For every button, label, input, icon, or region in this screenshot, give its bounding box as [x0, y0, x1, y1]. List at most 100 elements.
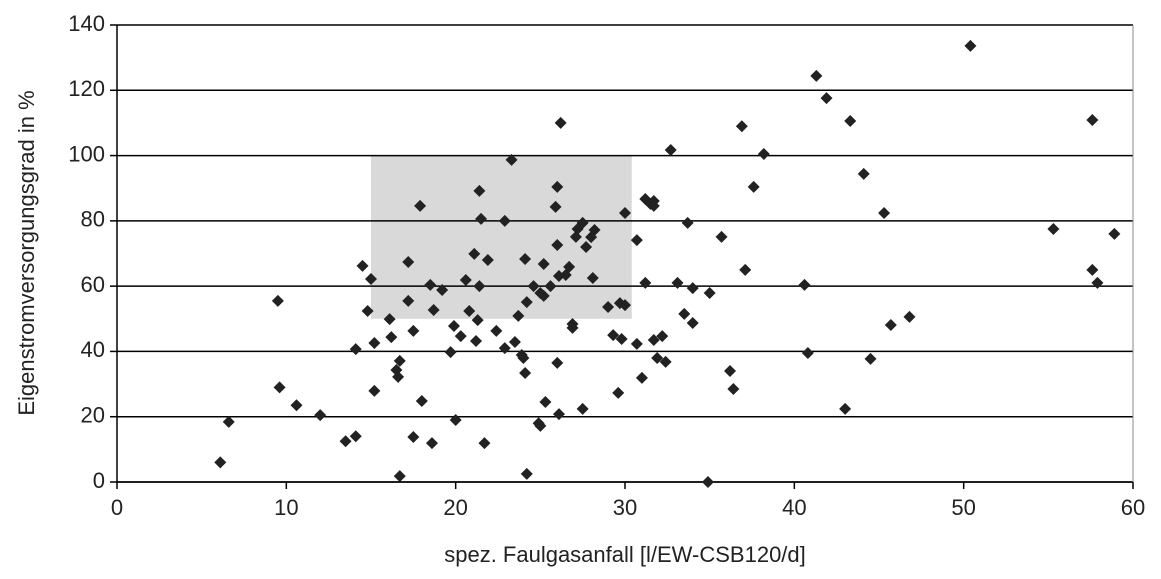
y-tick-label: 40 [81, 337, 105, 362]
point [537, 257, 550, 270]
point [651, 351, 664, 364]
point [844, 114, 857, 127]
point [681, 216, 694, 229]
point [884, 318, 897, 331]
point [407, 430, 420, 443]
point [757, 147, 770, 160]
point [471, 314, 484, 327]
point [222, 415, 235, 428]
point [630, 234, 643, 247]
point [1108, 227, 1121, 240]
y-tick-label: 60 [81, 272, 105, 297]
x-tick-label: 30 [613, 495, 637, 520]
point [619, 207, 631, 220]
point [701, 476, 714, 488]
point [468, 247, 481, 260]
point [580, 240, 593, 253]
point [273, 381, 286, 394]
point [1091, 276, 1104, 289]
point [664, 144, 677, 157]
x-tick-label: 50 [951, 495, 975, 520]
point [349, 343, 362, 356]
point [964, 39, 977, 52]
point [271, 294, 284, 307]
point [739, 263, 752, 276]
point [723, 365, 736, 378]
point [444, 346, 457, 359]
point [551, 356, 564, 369]
point [473, 280, 486, 293]
y-tick-label: 80 [81, 207, 105, 232]
point [454, 330, 467, 343]
point [647, 334, 660, 347]
point [607, 329, 620, 342]
point [393, 354, 406, 367]
point [356, 259, 369, 272]
y-tick-label: 100 [68, 141, 105, 166]
point [1086, 113, 1099, 126]
point [498, 342, 511, 355]
point [393, 470, 406, 483]
point [469, 334, 482, 347]
point [537, 289, 550, 302]
point [554, 116, 567, 129]
point [671, 276, 684, 289]
point [639, 276, 652, 289]
point [686, 282, 699, 295]
y-tick-label: 20 [81, 403, 105, 428]
point [566, 318, 579, 331]
point [519, 253, 532, 266]
point [463, 304, 476, 317]
point [747, 180, 760, 193]
point [635, 371, 648, 384]
point [490, 324, 503, 337]
point [473, 184, 486, 197]
point [407, 324, 420, 337]
point [361, 304, 374, 317]
point [735, 120, 748, 133]
point [630, 337, 643, 350]
point [703, 286, 716, 299]
point [508, 335, 521, 348]
point [349, 430, 362, 443]
point [576, 402, 589, 415]
x-tick-label: 0 [111, 495, 123, 520]
point [392, 370, 405, 383]
point [368, 336, 381, 349]
point [1047, 223, 1060, 236]
point [214, 456, 227, 469]
point [519, 366, 532, 379]
point [798, 278, 811, 291]
x-tick-label: 20 [443, 495, 467, 520]
point [715, 230, 728, 243]
point [365, 272, 377, 285]
point [647, 199, 660, 212]
point [656, 330, 669, 343]
x-tick-label: 60 [1121, 495, 1145, 520]
point [801, 347, 814, 360]
point [447, 319, 460, 332]
point [520, 296, 533, 309]
point [475, 212, 488, 225]
point [402, 255, 415, 268]
point [478, 437, 491, 450]
point [586, 271, 599, 284]
point [415, 395, 428, 408]
point [903, 310, 916, 323]
point [551, 180, 564, 193]
point [481, 254, 494, 267]
point [563, 260, 576, 273]
point [425, 437, 438, 450]
point [424, 278, 437, 291]
point [549, 200, 562, 213]
point [339, 435, 352, 448]
point [552, 408, 565, 421]
point [857, 167, 870, 180]
point [539, 396, 552, 409]
point [385, 331, 398, 344]
point [810, 69, 823, 82]
x-tick-label: 40 [782, 495, 806, 520]
point [449, 413, 462, 426]
point [727, 382, 740, 395]
